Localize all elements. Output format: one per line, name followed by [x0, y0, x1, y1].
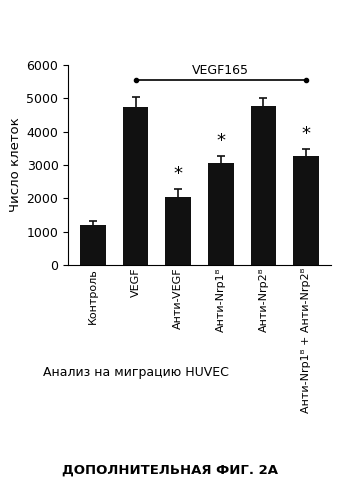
Bar [251, 106, 276, 265]
Bar [165, 196, 191, 265]
Bar [208, 164, 234, 265]
Text: VEGF165: VEGF165 [192, 64, 249, 78]
Text: *: * [216, 132, 225, 150]
Bar [123, 106, 148, 265]
Text: *: * [174, 165, 183, 183]
Text: Анализ на миграцию HUVEC: Анализ на миграцию HUVEC [43, 366, 229, 379]
Text: ДОПОЛНИТЕЛЬНАЯ ФИГ. 2А: ДОПОЛНИТЕЛЬНАЯ ФИГ. 2А [62, 464, 279, 476]
Text: *: * [301, 126, 311, 144]
Bar [293, 156, 319, 265]
Bar [80, 225, 106, 265]
Y-axis label: Число клеток: Число клеток [9, 118, 22, 212]
